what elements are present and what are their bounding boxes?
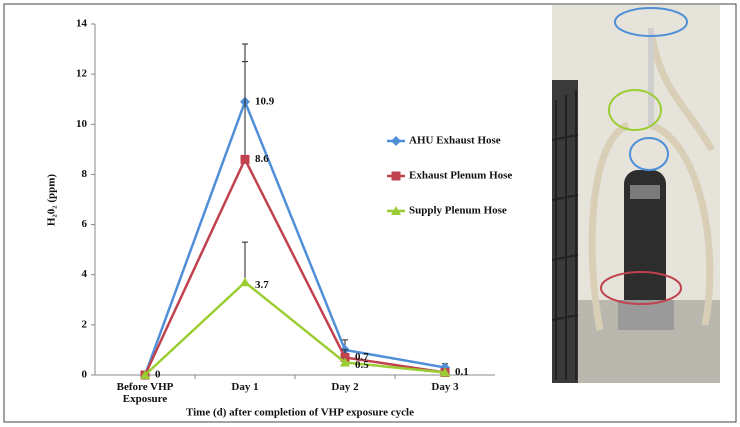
- marker: [340, 352, 350, 362]
- y-tick-label: 8: [82, 168, 88, 180]
- series-line: [144, 280, 446, 376]
- legend-label: AHU Exhaust Hose: [409, 135, 501, 147]
- series-line: [143, 156, 446, 376]
- data-label: 3.7: [255, 279, 269, 291]
- error-bar: [242, 241, 248, 283]
- legend-item: AHU Exhaust Hose: [387, 135, 501, 147]
- marker: [140, 370, 150, 379]
- marker: [440, 367, 450, 377]
- frame: [3, 3, 737, 423]
- y-tick-label: 4: [82, 268, 88, 280]
- y-axis-label: H₂0₂ (ppm): [46, 174, 58, 226]
- legend-marker: [391, 136, 401, 146]
- series: 0 3.7 0.5 0.1: [140, 241, 469, 381]
- y-tick-label: 10: [76, 118, 88, 130]
- marker: [340, 357, 350, 367]
- x-axis-label: Time (d) after completion of VHP exposur…: [186, 407, 414, 419]
- x-tick-label: Day 2: [331, 381, 359, 393]
- legend-label: Supply Plenum Hose: [409, 205, 507, 217]
- x-tick-label: Before VHP Exposure: [116, 381, 174, 405]
- y-tick-label: 12: [76, 68, 88, 80]
- data-label: 0.7: [355, 351, 369, 363]
- data-label: 0.5: [355, 359, 369, 371]
- data-label: 0: [155, 369, 161, 381]
- series: 8.6 0.7: [140, 61, 450, 380]
- legend-item: Exhaust Plenum Hose: [387, 170, 512, 182]
- legend-item: Supply Plenum Hose: [387, 205, 507, 217]
- marker: [240, 277, 250, 287]
- y-tick-label: 0: [82, 369, 88, 381]
- data-label: 0.1: [455, 366, 469, 378]
- y-tick-label: 14: [76, 18, 88, 30]
- data-label: 10.9: [255, 95, 275, 107]
- data-label: 8.6: [255, 153, 269, 165]
- series-line: [143, 98, 446, 376]
- legend-marker: [391, 206, 401, 215]
- legend-label: Exhaust Plenum Hose: [409, 170, 512, 182]
- legend-marker: [391, 171, 401, 181]
- y-tick-label: 6: [82, 218, 88, 230]
- photo: [551, 5, 720, 383]
- error-bar: [242, 61, 248, 160]
- x-tick-label: Day 1: [231, 381, 259, 393]
- x-tick-label: Day 3: [431, 381, 459, 393]
- marker: [240, 154, 250, 164]
- y-tick-label: 2: [82, 318, 88, 330]
